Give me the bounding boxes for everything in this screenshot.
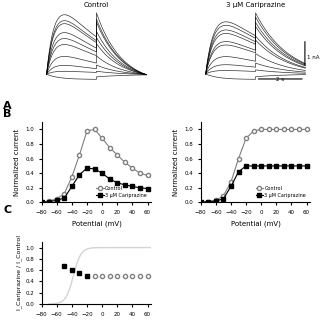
Control (290, 127, 293, 131)
Y-axis label: Normalized current: Normalized current (14, 129, 20, 196)
Y-axis label: I_Cariprazine / I_Control: I_Cariprazine / I_Control (17, 236, 22, 310)
3 μM Cariprazine (47, 200, 51, 204)
3 μM Cariprazine (146, 187, 149, 190)
Title: 3 μM Cariprazine: 3 μM Cariprazine (226, 2, 285, 8)
Control (229, 180, 233, 184)
3 μM Cariprazine (252, 164, 256, 168)
Control (115, 153, 119, 157)
Control (297, 127, 301, 131)
Control (267, 127, 271, 131)
3 μM Cariprazine (297, 164, 301, 168)
Line: Control: Control (39, 127, 150, 204)
Control (146, 173, 149, 177)
3 μM Cariprazine (214, 199, 218, 203)
Control (259, 127, 263, 131)
Control (244, 136, 248, 140)
Control (100, 136, 104, 140)
Title: Control: Control (84, 2, 109, 8)
Legend: Control, 3 μM Cariprazine: Control, 3 μM Cariprazine (253, 184, 308, 200)
Control (282, 127, 286, 131)
Text: C: C (3, 205, 11, 215)
Control (77, 153, 81, 157)
3 μM Cariprazine (244, 164, 248, 168)
Control (236, 157, 240, 161)
Control (275, 127, 278, 131)
3 μM Cariprazine (62, 196, 66, 200)
Control (70, 175, 74, 179)
3 μM Cariprazine (77, 173, 81, 177)
3 μM Cariprazine (206, 200, 210, 204)
3 μM Cariprazine (138, 186, 142, 190)
3 μM Cariprazine (267, 164, 271, 168)
3 μM Cariprazine (221, 197, 225, 201)
3 μM Cariprazine (259, 164, 263, 168)
Control (131, 166, 134, 170)
3 μM Cariprazine (236, 170, 240, 174)
3 μM Cariprazine (115, 181, 119, 185)
3 μM Cariprazine (305, 164, 308, 168)
Control (214, 198, 218, 202)
3 μM Cariprazine (100, 171, 104, 175)
Line: 3 μM Cariprazine: 3 μM Cariprazine (199, 164, 309, 204)
Control (221, 194, 225, 198)
Y-axis label: Normalized current: Normalized current (173, 129, 179, 196)
Control (206, 200, 210, 204)
Control (199, 201, 203, 204)
Control (62, 192, 66, 196)
Control (40, 201, 44, 204)
X-axis label: Potential (mV): Potential (mV) (231, 220, 281, 227)
Legend: Control, 3 μM Cariprazine: Control, 3 μM Cariprazine (94, 184, 149, 200)
3 μM Cariprazine (282, 164, 286, 168)
Text: 2 s: 2 s (276, 77, 284, 82)
Line: 3 μM Cariprazine: 3 μM Cariprazine (39, 166, 150, 204)
Line: Control: Control (199, 127, 309, 204)
3 μM Cariprazine (199, 201, 203, 204)
3 μM Cariprazine (40, 201, 44, 204)
Control (305, 127, 308, 131)
Text: B: B (3, 109, 12, 119)
Control (85, 129, 89, 133)
Control (47, 199, 51, 203)
3 μM Cariprazine (55, 198, 59, 202)
Control (123, 160, 127, 164)
3 μM Cariprazine (123, 183, 127, 187)
Control (93, 127, 97, 131)
Control (108, 146, 112, 149)
3 μM Cariprazine (93, 167, 97, 171)
Control (55, 197, 59, 201)
Text: 1 nA: 1 nA (307, 55, 320, 60)
Control (138, 171, 142, 175)
3 μM Cariprazine (131, 184, 134, 188)
Control (252, 129, 256, 133)
3 μM Cariprazine (108, 177, 112, 181)
X-axis label: Potential (mV): Potential (mV) (71, 220, 121, 227)
3 μM Cariprazine (290, 164, 293, 168)
Text: A: A (3, 101, 12, 111)
3 μM Cariprazine (275, 164, 278, 168)
3 μM Cariprazine (85, 166, 89, 170)
3 μM Cariprazine (229, 184, 233, 188)
3 μM Cariprazine (70, 184, 74, 188)
